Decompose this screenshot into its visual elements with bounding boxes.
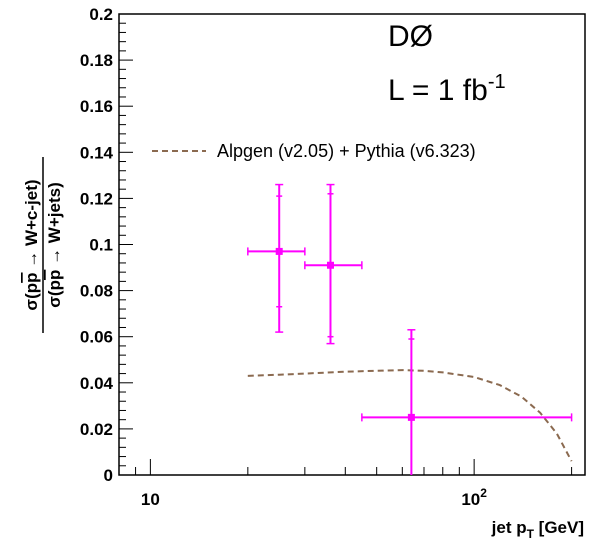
x-axis-title: jet pT [GeV] xyxy=(491,518,584,541)
y-tick-label: 0.18 xyxy=(80,51,113,70)
y-tick-label: 0.08 xyxy=(80,282,113,301)
data-marker xyxy=(326,261,334,269)
experiment-label: DØ xyxy=(388,20,433,53)
y-axis-denominator: σ(pp → W+jets) xyxy=(45,182,64,307)
y-axis-numerator: σ(pp → W+c-jet) xyxy=(22,179,41,310)
data-marker xyxy=(275,247,283,255)
y-tick-label: 0.14 xyxy=(80,143,114,162)
y-axis: 0 0.02 0.04 0.06 0.08 0.1 0.12 0.14 0.16 0.18 0.2 xyxy=(80,5,133,485)
y-tick-label: 0.2 xyxy=(89,5,113,24)
theory-curve xyxy=(247,369,573,462)
data-point xyxy=(247,183,306,333)
data-points xyxy=(247,183,573,475)
luminosity-exponent: -1 xyxy=(488,71,506,93)
data-point xyxy=(304,183,363,345)
y-tick-label: 0.1 xyxy=(89,236,113,255)
y-tick-label: 0.06 xyxy=(80,328,113,347)
x-tick-label: 10 xyxy=(141,490,160,509)
data-marker xyxy=(407,413,415,421)
legend-label: Alpgen (v2.05) + Pythia (v6.323) xyxy=(217,141,476,161)
plot-frame xyxy=(118,13,586,476)
y-axis-title: σ(pp → W+c-jet) σ(pp → W+jets) xyxy=(22,157,64,333)
data-point xyxy=(361,329,573,475)
y-tick-label: 0.04 xyxy=(80,374,114,393)
y-tick-label: 0.16 xyxy=(80,97,113,116)
luminosity-label: L = 1 fb-1 xyxy=(388,71,506,107)
luminosity-main: L = 1 fb xyxy=(388,74,488,107)
x-tick-label: 102 xyxy=(461,486,487,509)
x-axis: 10 102 xyxy=(118,459,573,509)
y-tick-label: 0 xyxy=(104,466,113,485)
y-tick-label: 0.12 xyxy=(80,189,113,208)
y-tick-label: 0.02 xyxy=(80,420,113,439)
